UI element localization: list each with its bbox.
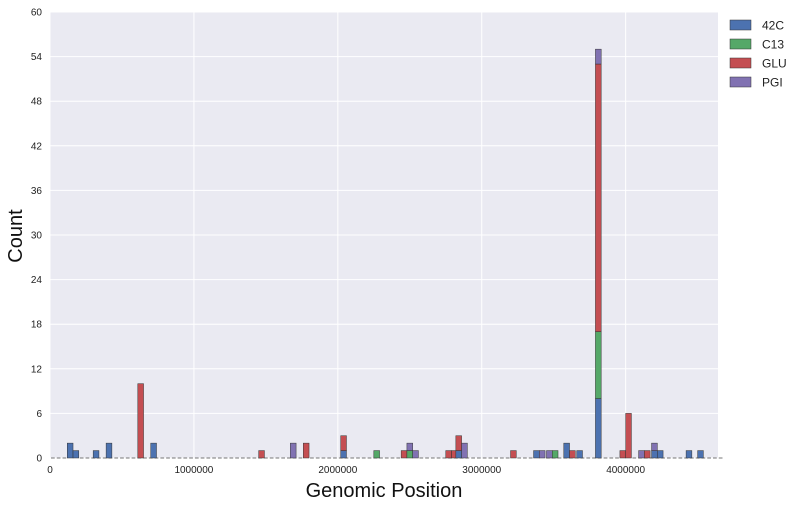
y-tick-label: 18	[31, 320, 43, 331]
y-tick-label: 0	[36, 454, 42, 465]
bar-segment-glu	[340, 435, 347, 451]
bar-segment-pgi	[539, 450, 546, 459]
bar-segment-glu	[445, 450, 452, 459]
y-tick-label: 24	[31, 275, 43, 286]
y-tick-label: 12	[31, 364, 43, 375]
bar-segment-glu	[137, 383, 144, 459]
bar-segment-42c	[72, 450, 80, 459]
y-tick-label: 42	[31, 141, 43, 152]
x-tick-label: 4000000	[606, 465, 645, 476]
bar-segment-42c	[92, 450, 100, 459]
x-tick-label: 3000000	[462, 465, 501, 476]
tick-labels: 0 6 12 18 24 30 36 42 48 54 60 0 1000000 2000000 30000…	[31, 8, 646, 477]
bar-segment-glu	[619, 450, 626, 459]
y-axis-title: Count	[5, 209, 27, 263]
legend-label: 42C	[762, 19, 784, 33]
bar-segment-42c	[657, 450, 664, 459]
bar-segment-c13	[373, 450, 380, 459]
y-tick-label: 54	[31, 52, 43, 63]
y-tick-label: 30	[31, 231, 43, 242]
bar-segment-pgi	[546, 450, 553, 459]
legend: 42C C13 GLU PGI	[729, 19, 787, 90]
bar-segment-42c	[67, 442, 74, 459]
bar-segment-42c	[455, 450, 462, 459]
bar-segment-glu	[258, 450, 265, 459]
x-axis-title: Genomic Position	[306, 480, 463, 502]
bar-segment-glu	[644, 450, 651, 459]
x-tick-label: 1000000	[174, 465, 213, 476]
bar-segment-42c	[150, 442, 157, 459]
bar-segment-pgi	[651, 442, 658, 451]
legend-swatch	[729, 19, 752, 31]
bar-segment-42c	[105, 442, 113, 459]
bar-segment-42c	[685, 450, 693, 459]
bar-segment-pgi	[595, 48, 602, 65]
bar-segment-42c	[533, 450, 540, 459]
y-tick-label: 48	[31, 97, 43, 108]
bar-segment-pgi	[412, 450, 419, 459]
bar-segment-42c	[340, 450, 347, 459]
bar-segment-42c	[697, 450, 704, 459]
y-tick-label: 60	[31, 8, 43, 19]
bar-segment-pgi	[461, 442, 468, 459]
bar-segment-pgi	[638, 450, 645, 459]
bar-segment-glu	[625, 413, 632, 459]
x-tick-label: 0	[47, 465, 53, 476]
bar-segment-c13	[406, 450, 413, 459]
legend-swatch	[729, 38, 752, 50]
legend-label: C13	[762, 38, 784, 52]
bar-segment-glu	[455, 435, 462, 451]
bar-segment-42c	[576, 450, 583, 459]
legend-swatch	[729, 76, 752, 88]
bar-segment-glu	[569, 450, 576, 459]
y-tick-label: 6	[36, 409, 42, 420]
grid-lines	[49, 11, 718, 459]
legend-swatch	[729, 57, 752, 69]
bars	[51, 48, 723, 459]
bar-segment-glu	[510, 450, 517, 459]
bar-segment-pgi	[406, 442, 413, 451]
bar-segment-42c	[563, 442, 570, 459]
bar-segment-pgi	[290, 442, 297, 459]
bar-segment-c13	[552, 450, 559, 459]
legend-label: PGI	[762, 76, 783, 90]
x-tick-label: 2000000	[318, 465, 357, 476]
bar-segment-glu	[400, 450, 408, 459]
bar-segment-c13	[595, 331, 602, 399]
bar-segment-glu	[595, 63, 602, 332]
bar-segment-42c	[595, 398, 602, 459]
legend-label: GLU	[762, 57, 787, 71]
bar-segment-42c	[651, 450, 658, 459]
bar-segment-glu	[303, 442, 310, 459]
y-tick-label: 36	[31, 186, 43, 197]
